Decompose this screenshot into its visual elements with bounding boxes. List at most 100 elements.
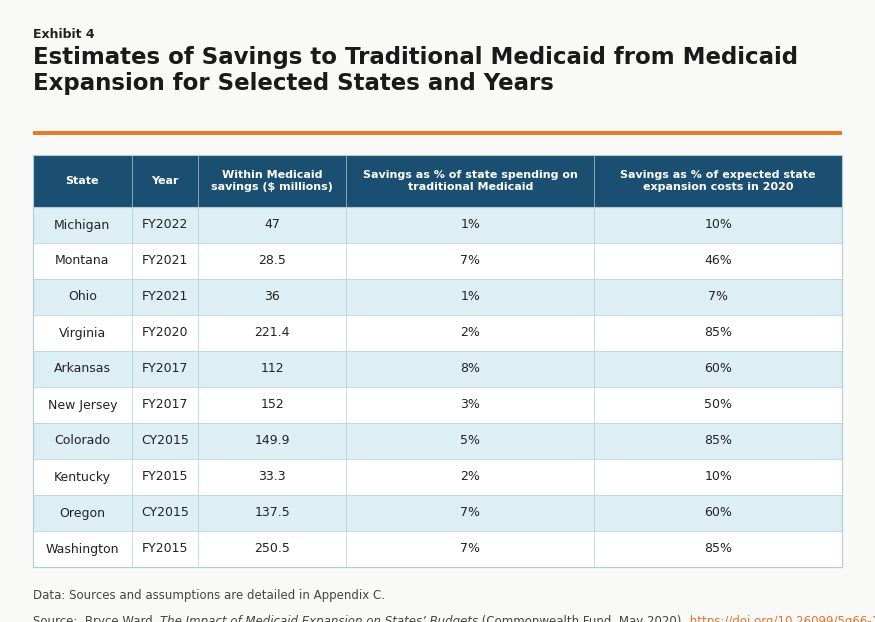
Bar: [132, 315, 198, 351]
Text: 152: 152: [260, 399, 284, 412]
Text: FY2015: FY2015: [142, 542, 188, 555]
Text: Savings as % of state spending on
traditional Medicaid: Savings as % of state spending on tradit…: [363, 170, 578, 192]
Bar: [594, 207, 842, 243]
Bar: [33, 531, 132, 567]
Bar: [33, 243, 132, 279]
Text: Expansion for Selected States and Years: Expansion for Selected States and Years: [33, 72, 554, 95]
Bar: [198, 207, 346, 243]
Text: FY2021: FY2021: [142, 254, 188, 267]
Bar: [594, 243, 842, 279]
Bar: [33, 459, 132, 495]
Text: Savings as % of expected state
expansion costs in 2020: Savings as % of expected state expansion…: [620, 170, 816, 192]
Text: 33.3: 33.3: [258, 470, 286, 483]
Text: 7%: 7%: [460, 542, 480, 555]
Text: FY2021: FY2021: [142, 290, 188, 304]
Text: 85%: 85%: [704, 327, 732, 340]
Bar: [346, 387, 594, 423]
Text: FY2017: FY2017: [142, 363, 188, 376]
Text: 149.9: 149.9: [255, 435, 290, 447]
Text: FY2020: FY2020: [142, 327, 188, 340]
Bar: [198, 423, 346, 459]
Bar: [198, 459, 346, 495]
Bar: [33, 155, 132, 207]
Bar: [33, 207, 132, 243]
Text: FY2022: FY2022: [142, 218, 188, 231]
Bar: [33, 351, 132, 387]
Bar: [198, 351, 346, 387]
Text: 3%: 3%: [460, 399, 480, 412]
Bar: [33, 387, 132, 423]
Bar: [132, 459, 198, 495]
Bar: [594, 279, 842, 315]
Text: 10%: 10%: [704, 470, 732, 483]
Bar: [346, 279, 594, 315]
Bar: [594, 423, 842, 459]
Text: FY2017: FY2017: [142, 399, 188, 412]
Text: Estimates of Savings to Traditional Medicaid from Medicaid: Estimates of Savings to Traditional Medi…: [33, 46, 798, 69]
Text: 36: 36: [264, 290, 280, 304]
Text: The Impact of Medicaid Expansion on States’ Budgets: The Impact of Medicaid Expansion on Stat…: [160, 615, 479, 622]
Bar: [346, 423, 594, 459]
Text: Kentucky: Kentucky: [54, 470, 111, 483]
Text: 250.5: 250.5: [254, 542, 290, 555]
Bar: [33, 423, 132, 459]
Text: Colorado: Colorado: [54, 435, 110, 447]
Bar: [594, 315, 842, 351]
Bar: [33, 315, 132, 351]
Bar: [346, 351, 594, 387]
Bar: [594, 155, 842, 207]
Text: Exhibit 4: Exhibit 4: [33, 28, 94, 41]
Text: Year: Year: [151, 176, 178, 186]
Text: https://doi.org/10.26099/5q66-1k77: https://doi.org/10.26099/5q66-1k77: [685, 615, 875, 622]
Bar: [594, 387, 842, 423]
Text: Virginia: Virginia: [59, 327, 106, 340]
Text: CY2015: CY2015: [141, 506, 189, 519]
Text: 60%: 60%: [704, 363, 732, 376]
Bar: [132, 387, 198, 423]
Text: 85%: 85%: [704, 435, 732, 447]
Bar: [132, 279, 198, 315]
Text: 10%: 10%: [704, 218, 732, 231]
Text: 50%: 50%: [704, 399, 732, 412]
Bar: [346, 531, 594, 567]
Bar: [132, 531, 198, 567]
Bar: [594, 351, 842, 387]
Text: Source:  Bryce Ward,: Source: Bryce Ward,: [33, 615, 160, 622]
Bar: [132, 155, 198, 207]
Bar: [198, 155, 346, 207]
Bar: [346, 207, 594, 243]
Text: 7%: 7%: [460, 254, 480, 267]
Text: 60%: 60%: [704, 506, 732, 519]
Text: 112: 112: [260, 363, 284, 376]
Bar: [33, 131, 842, 135]
Bar: [346, 459, 594, 495]
Text: 7%: 7%: [460, 506, 480, 519]
Text: 46%: 46%: [704, 254, 732, 267]
Bar: [346, 155, 594, 207]
Bar: [346, 315, 594, 351]
Text: FY2015: FY2015: [142, 470, 188, 483]
Text: 2%: 2%: [460, 327, 480, 340]
Bar: [594, 459, 842, 495]
Bar: [132, 423, 198, 459]
Text: 8%: 8%: [460, 363, 480, 376]
Text: Data: Sources and assumptions are detailed in Appendix C.: Data: Sources and assumptions are detail…: [33, 589, 385, 602]
Text: Arkansas: Arkansas: [54, 363, 111, 376]
Bar: [198, 495, 346, 531]
Bar: [132, 495, 198, 531]
Text: Michigan: Michigan: [54, 218, 110, 231]
Bar: [132, 207, 198, 243]
Text: 1%: 1%: [460, 290, 480, 304]
Bar: [132, 351, 198, 387]
Bar: [33, 495, 132, 531]
Bar: [33, 279, 132, 315]
Text: 137.5: 137.5: [254, 506, 290, 519]
Text: 47: 47: [264, 218, 280, 231]
Text: 221.4: 221.4: [255, 327, 290, 340]
Text: Montana: Montana: [55, 254, 109, 267]
Text: Within Medicaid
savings ($ millions): Within Medicaid savings ($ millions): [211, 170, 333, 192]
Text: State: State: [66, 176, 99, 186]
Bar: [346, 495, 594, 531]
Text: Ohio: Ohio: [68, 290, 97, 304]
Text: Oregon: Oregon: [60, 506, 105, 519]
